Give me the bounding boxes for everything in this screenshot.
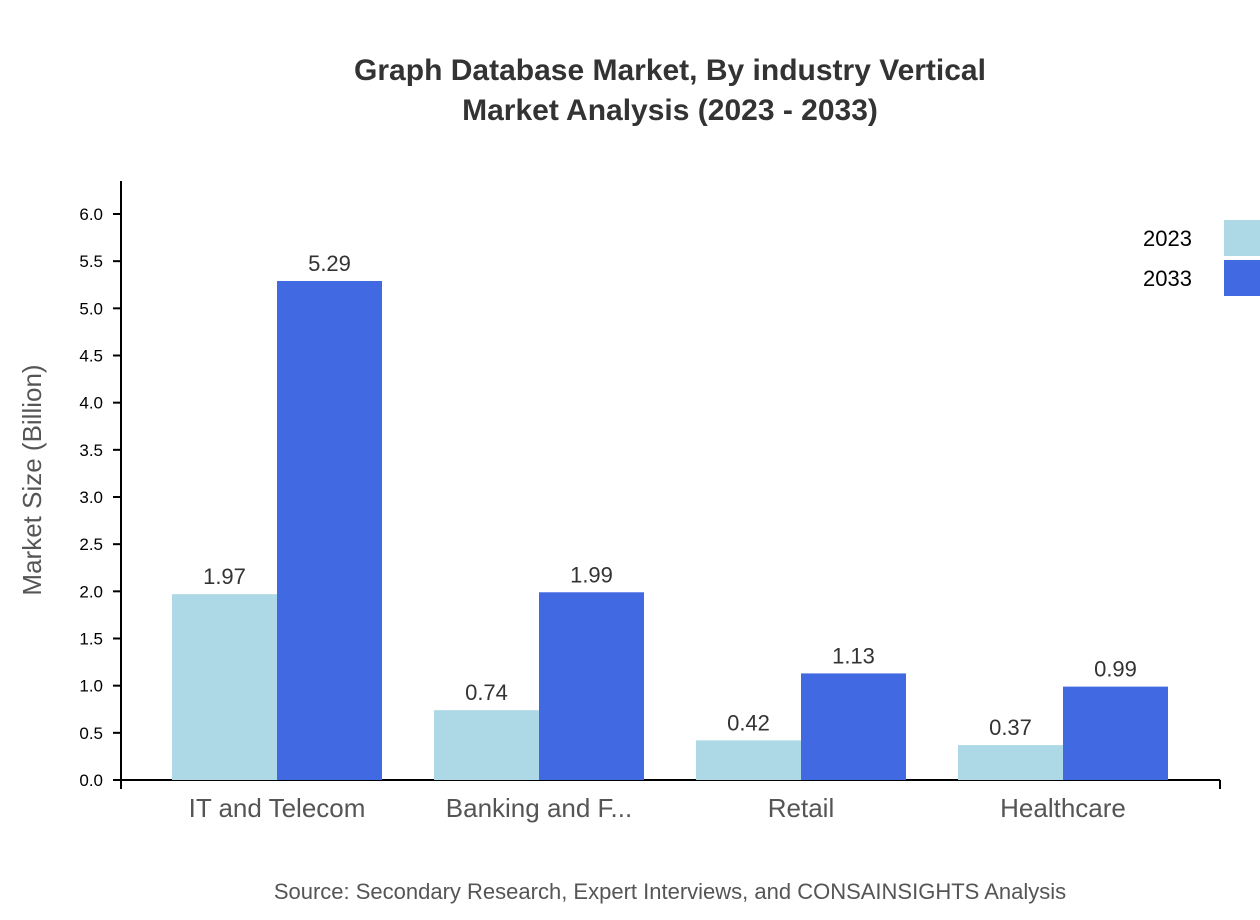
bar-2023-3 bbox=[958, 745, 1063, 780]
y-tick-label: 5.5 bbox=[79, 252, 103, 271]
data-label: 1.13 bbox=[832, 643, 875, 668]
data-label: 0.99 bbox=[1094, 657, 1137, 682]
legend-swatch-2023 bbox=[1224, 220, 1260, 256]
bar-2023-1 bbox=[434, 710, 539, 780]
x-tick-label: Banking and F... bbox=[446, 793, 632, 823]
y-tick-label: 5.0 bbox=[79, 299, 103, 318]
data-label: 1.99 bbox=[570, 562, 613, 587]
y-tick-label: 3.0 bbox=[79, 488, 103, 507]
x-tick-label: Retail bbox=[768, 793, 834, 823]
x-tick-label: IT and Telecom bbox=[189, 793, 366, 823]
bar-2033-3 bbox=[1063, 686, 1168, 780]
y-tick-label: 2.5 bbox=[79, 535, 103, 554]
data-label: 0.37 bbox=[989, 715, 1032, 740]
y-tick-label: 0.5 bbox=[79, 724, 103, 743]
x-tick-label: Healthcare bbox=[1000, 793, 1126, 823]
legend-label: 2033 bbox=[1143, 266, 1192, 291]
y-tick-label: 2.0 bbox=[79, 582, 103, 601]
bar-2033-0 bbox=[277, 280, 382, 780]
legend-swatch-2033 bbox=[1224, 260, 1260, 296]
y-tick-label: 1.0 bbox=[79, 677, 103, 696]
legend: 2023 2033 bbox=[1143, 220, 1260, 296]
data-label: 0.42 bbox=[727, 710, 770, 735]
chart-title: Graph Database Market, By industry Verti… bbox=[354, 54, 986, 87]
data-label: 5.29 bbox=[308, 251, 351, 276]
data-label: 1.97 bbox=[203, 564, 246, 589]
legend-label: 2023 bbox=[1143, 226, 1192, 251]
x-axis: IT and Telecom Banking and F... Retail Heal… bbox=[120, 779, 1221, 823]
bar-2033-1 bbox=[539, 592, 644, 780]
y-axis: 0.0 0.5 1.0 1.5 2.0 2.5 3.0 3.5 4.0 4.5 5.0 5.5 6.0 bbox=[79, 180, 122, 790]
y-tick-label: 4.0 bbox=[79, 394, 103, 413]
y-axis-label: Market Size (Billion) bbox=[17, 364, 47, 595]
chart-subtitle: Market Analysis (2023 - 2033) bbox=[462, 94, 878, 127]
bar-2023-2 bbox=[696, 740, 801, 780]
bar-2033-2 bbox=[801, 673, 906, 780]
bar-2023-0 bbox=[172, 594, 277, 780]
y-tick-label: 0.0 bbox=[79, 771, 103, 790]
y-tick-label: 4.5 bbox=[79, 347, 103, 366]
y-tick-label: 3.5 bbox=[79, 441, 103, 460]
y-tick-label: 1.5 bbox=[79, 630, 103, 649]
bars: 1.97 5.29 0.74 1.99 0.42 1.13 0.37 0.99 bbox=[172, 251, 1168, 780]
data-label: 0.74 bbox=[465, 680, 508, 705]
y-tick-label: 6.0 bbox=[79, 205, 103, 224]
source-note: Source: Secondary Research, Expert Inter… bbox=[274, 879, 1066, 904]
